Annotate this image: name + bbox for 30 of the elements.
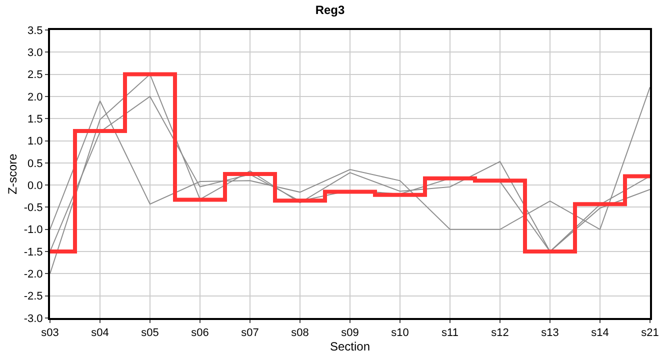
x-tick-label: s14 [591,327,609,340]
x-tick-label: s13 [541,327,559,340]
x-tick-label: s05 [141,327,159,340]
y-tick-label: -2.5 [24,290,43,303]
y-tick-label: 3.5 [28,24,43,37]
x-tick-label: s12 [491,327,509,340]
y-tick-label: 0.0 [28,180,43,192]
y-tick-label: -0.5 [24,202,43,214]
y-tick-label: -3.0 [24,312,43,325]
y-tick-label: 2.5 [28,69,43,82]
x-tick-label: s03 [41,327,59,340]
x-tick-label: s04 [91,327,109,340]
y-tick-label: 0.5 [28,158,43,170]
x-tick-label: s06 [191,327,209,340]
x-axis-title: Section [330,340,370,354]
y-axis-title: Z-score [6,153,20,194]
x-tick-label: s10 [391,327,409,340]
y-tick-label: 3.0 [28,47,43,59]
chart-title: Reg3 [315,2,345,17]
y-tick-label: -2.0 [24,268,43,281]
x-tick-label: s08 [291,327,309,340]
x-tick-label: s07 [241,327,259,340]
y-tick-label: 1.0 [28,136,43,148]
x-tick-label: s11 [442,327,458,340]
y-tick-label: -1.0 [24,224,43,236]
y-tick-label: -1.5 [24,246,43,258]
x-tick-label: s09 [341,327,359,340]
x-tick-label: s21 [641,327,659,340]
y-tick-label: 1.5 [28,113,43,126]
y-tick-label: 2.0 [28,91,43,104]
